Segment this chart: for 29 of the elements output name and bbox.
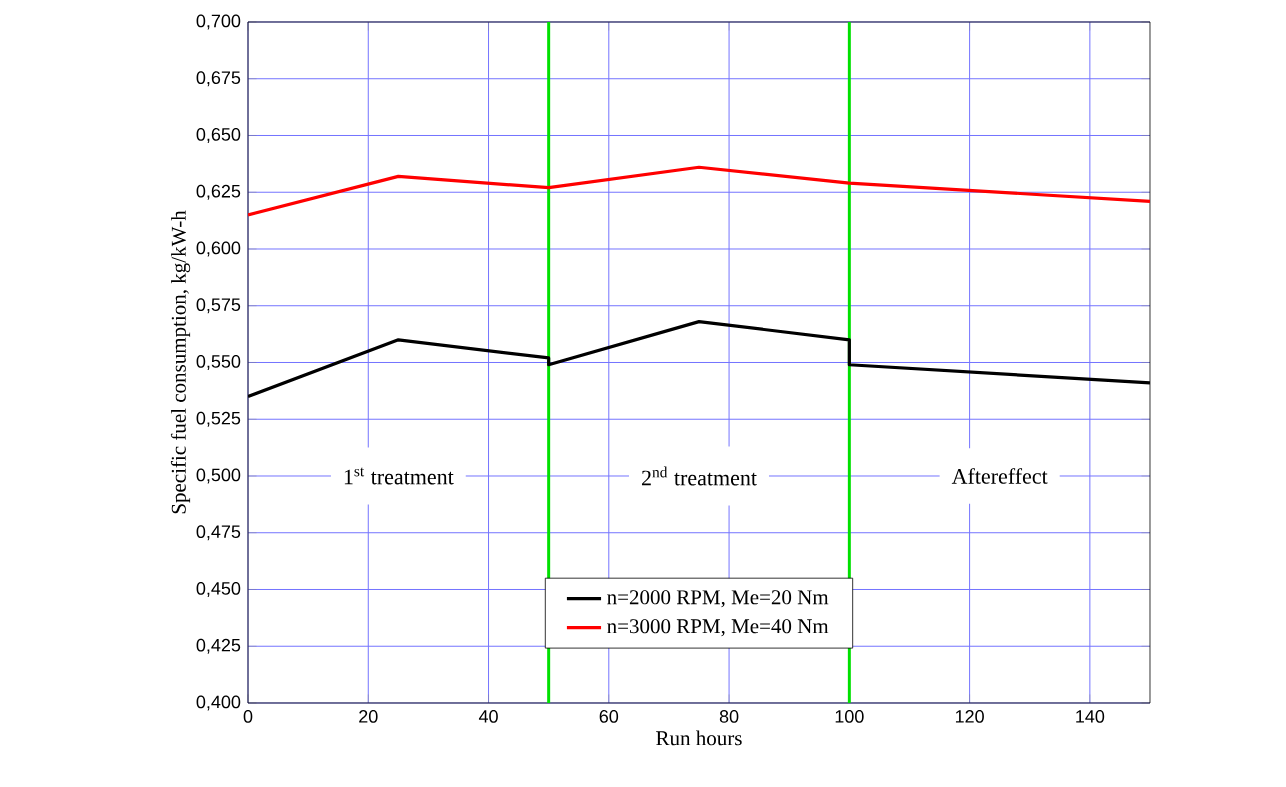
y-tick-label: 0,625 xyxy=(196,184,241,200)
x-tick-label: 80 xyxy=(719,710,739,723)
y-axis-title: Specific fuel consumption, kg/kW-h xyxy=(170,210,191,514)
y-tick-label: 0,600 xyxy=(196,241,241,257)
legend-label: n=2000 RPM, Me=20 Nm xyxy=(607,590,829,608)
y-tick-label: 0,650 xyxy=(196,128,241,143)
y-tick-label: 0,575 xyxy=(196,298,241,314)
x-tick-label: 100 xyxy=(835,710,864,723)
annotation: 2$^{nd}$ treatment xyxy=(641,466,757,486)
y-tick-label: 0,675 xyxy=(196,71,241,87)
line-series xyxy=(248,165,1150,217)
y-tick-label: 0,475 xyxy=(196,525,241,541)
x-tick-label: 20 xyxy=(359,710,378,723)
x-tick-label: 120 xyxy=(955,710,984,723)
x-tick-label: 60 xyxy=(599,710,619,723)
y-tick-label: 0,550 xyxy=(196,355,241,370)
y-tick-label: 0,525 xyxy=(196,411,241,427)
x-tick-label: 0 xyxy=(243,710,253,723)
y-tick-label: 0,450 xyxy=(196,582,241,597)
annotation: Aftereffect xyxy=(951,468,1048,484)
y-tick-label: 0,400 xyxy=(196,695,241,711)
x-tick-label: 40 xyxy=(478,710,498,723)
x-tick-label: 140 xyxy=(1076,710,1105,723)
y-tick-label: 0,425 xyxy=(196,638,241,654)
annotation: 1$^{st}$ treatment xyxy=(344,467,454,485)
y-tick-label: 0,700 xyxy=(196,14,241,30)
x-axis-title: Run hours xyxy=(656,730,742,746)
y-tick-label: 0,500 xyxy=(196,468,241,484)
legend-label: n=3000 RPM, Me=40 Nm xyxy=(607,619,829,637)
